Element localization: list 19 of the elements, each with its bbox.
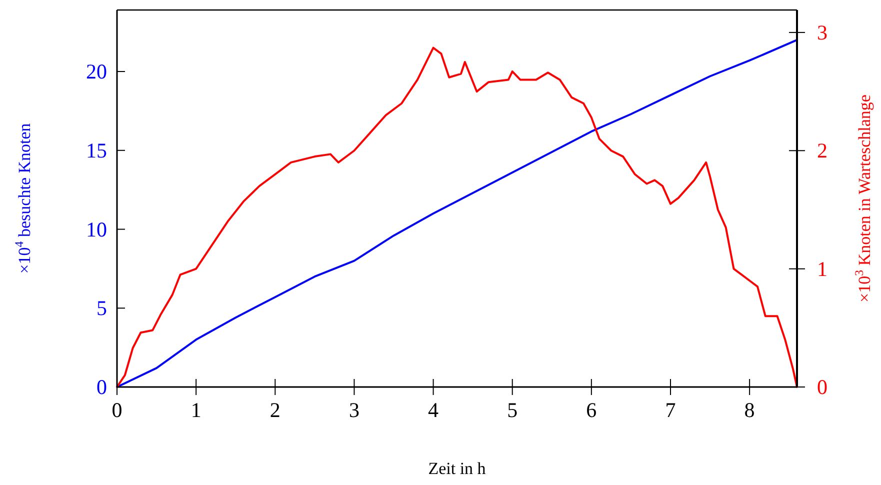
x-tick-label: 8 bbox=[744, 398, 755, 422]
y-tick-label: 15 bbox=[86, 138, 107, 162]
x-tick-label: 0 bbox=[112, 398, 122, 422]
x-tick-label: 7 bbox=[665, 398, 676, 422]
x-tick-label: 3 bbox=[348, 398, 360, 422]
x-tick-label: 2 bbox=[270, 398, 280, 422]
x-axis-title: Zeit in h bbox=[428, 459, 486, 478]
y-tick-label: 0 bbox=[96, 375, 107, 399]
y-tick-label: 10 bbox=[86, 217, 107, 242]
x-tick-label: 6 bbox=[586, 398, 597, 422]
y2-tick-label: 3 bbox=[817, 20, 828, 44]
x-tick-label: 4 bbox=[428, 398, 440, 422]
y-tick-label: 5 bbox=[96, 296, 107, 320]
y2-tick-label: 1 bbox=[817, 256, 828, 281]
x-tick-label: 5 bbox=[507, 398, 518, 422]
y2-tick-label: 2 bbox=[817, 138, 828, 163]
x-tick-label: 1 bbox=[190, 398, 202, 422]
y-tick-label: 20 bbox=[86, 60, 107, 84]
y2-tick-label: 0 bbox=[817, 375, 828, 399]
